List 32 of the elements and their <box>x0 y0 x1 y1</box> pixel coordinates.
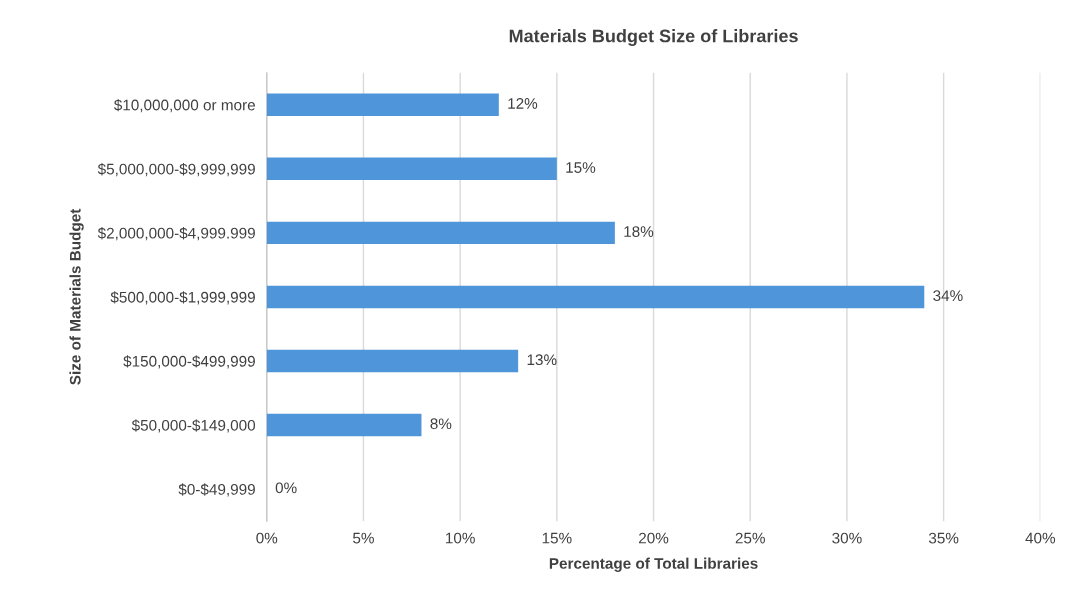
x-tick-label: 15% <box>542 532 572 544</box>
data-label: 34% <box>933 290 963 302</box>
bar <box>266 157 557 181</box>
bar <box>266 221 615 245</box>
y-tick-label: $5,000,000-$9,999,999 <box>97 163 255 177</box>
x-axis-title: Percentage of Total Libraries <box>549 557 758 572</box>
x-tick-label: 40% <box>1025 532 1056 544</box>
data-label: 8% <box>430 418 452 430</box>
data-label: 15% <box>566 162 596 173</box>
chart-title: Materials Budget Size of Libraries <box>509 29 798 46</box>
x-tick-label: 20% <box>639 532 669 544</box>
y-tick-label: $2,000,000-$4,999.999 <box>97 227 255 241</box>
x-tick-label: 5% <box>353 532 374 544</box>
data-label: 13% <box>527 354 557 366</box>
data-label: 0% <box>275 482 297 494</box>
x-tick-label: 35% <box>928 532 959 544</box>
data-label: 18% <box>624 226 654 237</box>
bar <box>266 93 499 116</box>
y-tick-label: $150,000-$499,999 <box>123 355 255 369</box>
data-label: 12% <box>508 98 538 109</box>
x-tick-label: 10% <box>446 532 475 544</box>
bar <box>266 285 925 309</box>
x-tick-label: 30% <box>832 532 862 544</box>
x-tick-label: 25% <box>735 532 765 544</box>
y-tick-label: $0-$49,999 <box>178 483 255 497</box>
bar <box>266 413 422 437</box>
bar <box>266 349 519 373</box>
x-tick-label: 0% <box>256 532 278 544</box>
y-tick-label: $500,000-$1,999,999 <box>110 291 255 305</box>
y-tick-label: $10,000,000 or more <box>113 98 255 113</box>
y-tick-label: $50,000-$149,000 <box>131 419 256 433</box>
y-axis-title: Size of Materials Budget <box>69 208 84 385</box>
